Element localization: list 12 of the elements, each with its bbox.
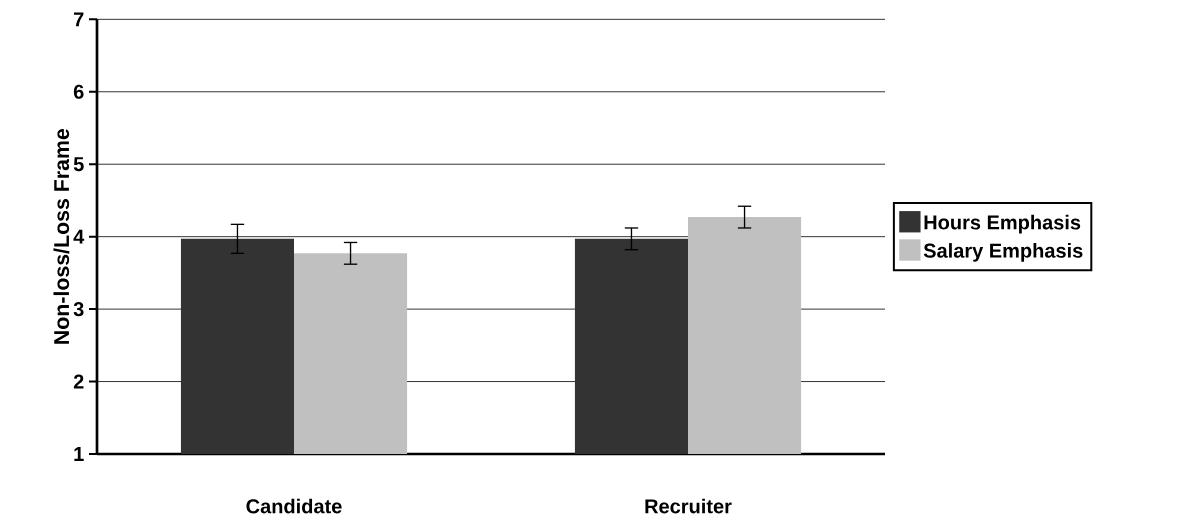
- x-tick-label: Candidate: [246, 498, 342, 514]
- y-tick-label: 4: [73, 229, 85, 244]
- y-tick-label: 3: [73, 302, 84, 317]
- legend-label: Hours Emphasis: [924, 214, 1081, 234]
- x-tick-label: Recruiter: [645, 498, 732, 514]
- y-tick-label: 7: [74, 12, 84, 27]
- y-tick-label: 2: [73, 374, 84, 389]
- legend-label: Salary Emphasis: [923, 243, 1083, 262]
- y-tick-label: 6: [73, 84, 84, 99]
- y-tick-label: 1: [74, 447, 84, 461]
- y-tick-label: 5: [73, 157, 84, 172]
- y-axis-title: Non-loss/Loss Frame: [53, 128, 70, 344]
